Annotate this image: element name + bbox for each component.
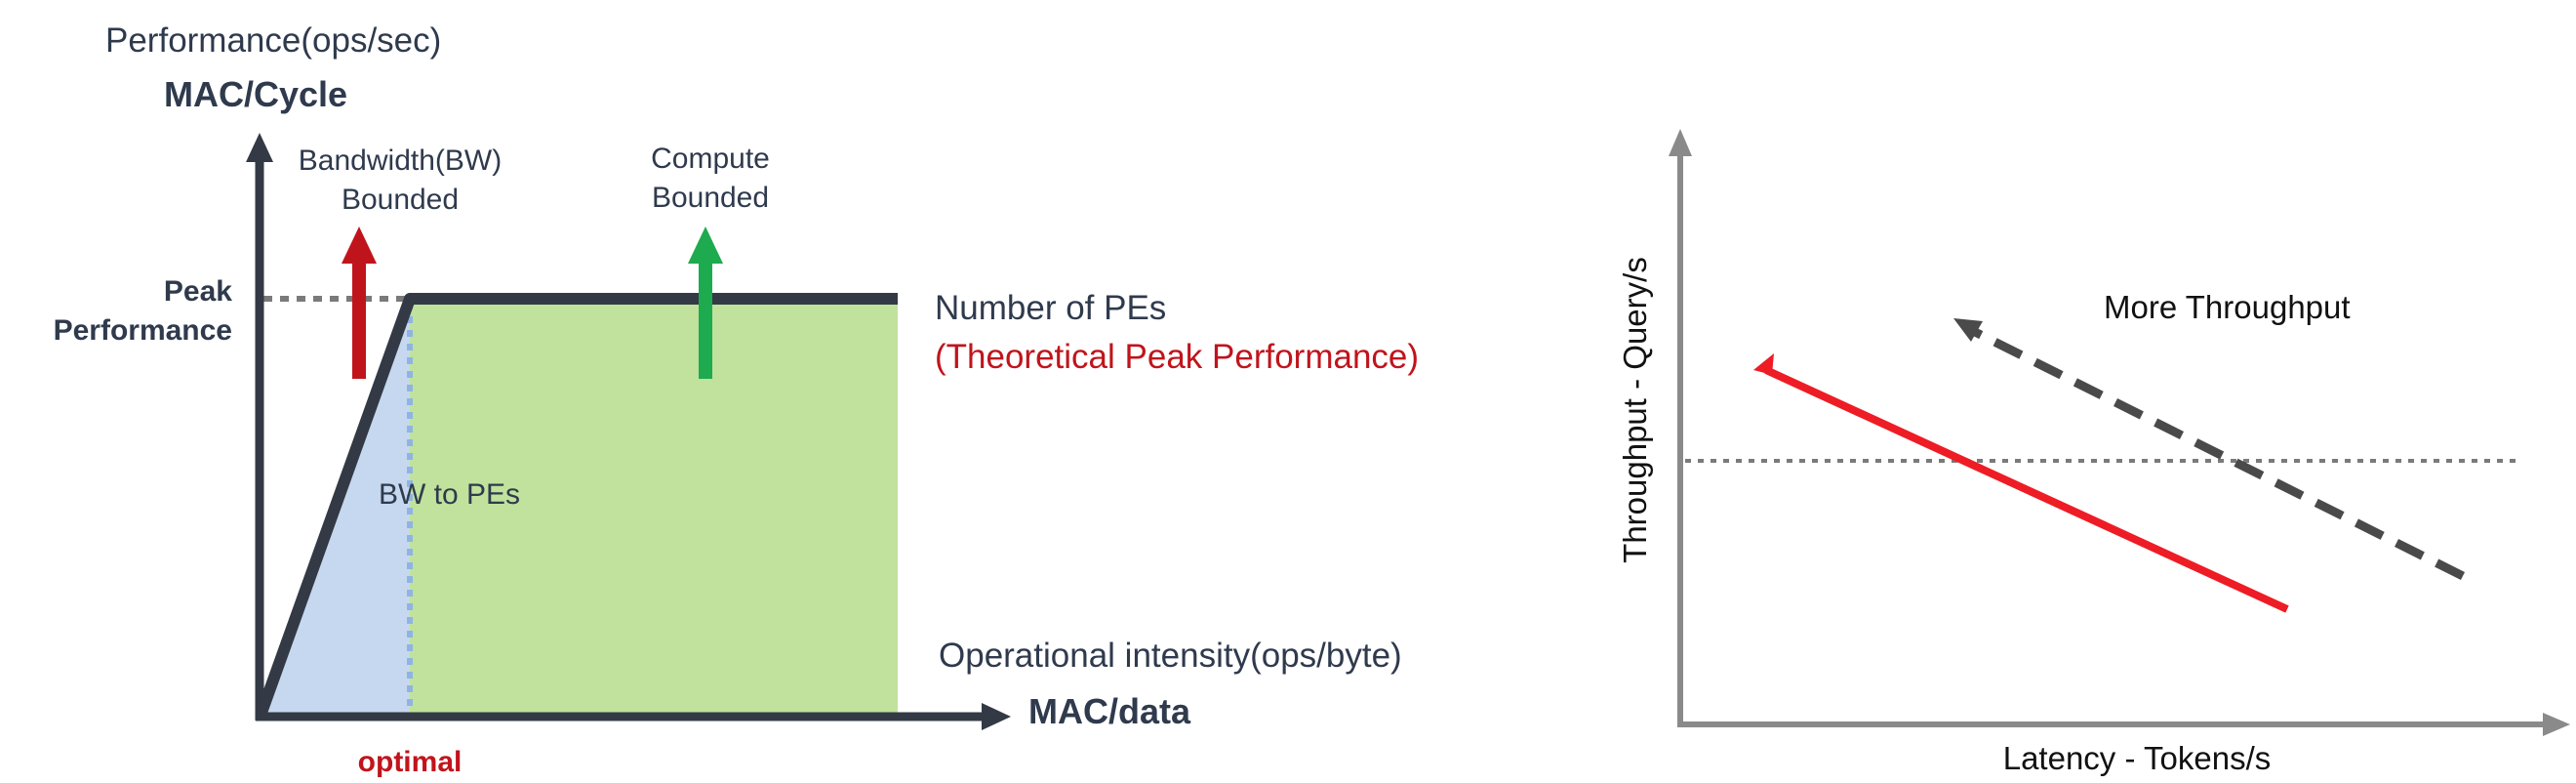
optimal-label: optimal	[357, 746, 463, 778]
roofline-diagram: Performance(ops/sec) MAC/Cycle Bandwidth…	[53, 21, 1420, 778]
compute-bound-region	[410, 299, 898, 713]
compute-bounded-label-line1: Compute	[651, 143, 770, 175]
y-axis-title: Performance(ops/sec)	[105, 21, 442, 60]
slope-label: BW to PEs	[379, 478, 521, 511]
compute-bounded-label-line2: Bounded	[651, 182, 770, 214]
x-axis-arrowhead	[982, 703, 1011, 730]
compute-bound-arrowhead	[688, 227, 723, 264]
roofline-graphic	[246, 133, 1011, 730]
bandwidth-bounded-label-line1: Bandwidth(BW)	[298, 144, 503, 177]
improved-tradeoff-line	[1972, 327, 2466, 581]
x-axis-unit: MAC/data	[1028, 691, 1191, 731]
current-tradeoff-line	[1764, 366, 2289, 613]
roof-sublabel: (Theoretical Peak Performance)	[935, 338, 1420, 376]
x-axis-title: Operational intensity(ops/byte)	[939, 637, 1402, 675]
y-axis-label: Throughput - Query/s	[1617, 257, 1653, 563]
y-axis-arrowhead	[1669, 129, 1692, 156]
roof-label: Number of PEs	[935, 289, 1167, 327]
latency-throughput-chart: Throughput - Query/s Latency - Tokens/s …	[1561, 0, 2576, 783]
y-axis-arrowhead	[246, 133, 273, 162]
improved-tradeoff-arrowhead	[1953, 318, 1983, 342]
x-axis-label: Latency - Tokens/s	[2002, 740, 2272, 776]
x-axis-arrowhead	[2543, 713, 2570, 736]
peak-performance-label-line2: Performance	[53, 314, 232, 347]
more-throughput-annotation: More Throughput	[2104, 289, 2351, 325]
y-axis-unit: MAC/Cycle	[164, 74, 348, 114]
peak-performance-label-line1: Peak	[163, 275, 232, 308]
current-tradeoff-arrowhead	[1753, 353, 1774, 375]
bandwidth-bound-arrowhead	[342, 227, 377, 264]
latency-throughput-graphic	[1669, 129, 2570, 736]
bandwidth-slope-line	[256, 293, 416, 719]
bandwidth-bounded-label-line2: Bounded	[341, 184, 460, 216]
